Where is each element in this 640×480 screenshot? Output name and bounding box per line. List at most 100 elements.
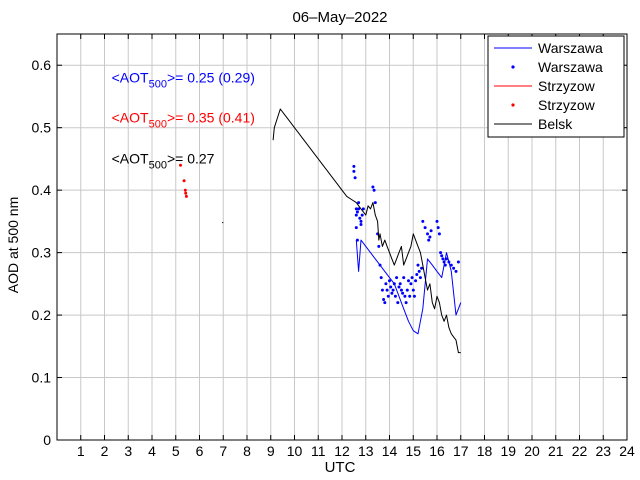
data-point-warszawa — [388, 279, 391, 283]
series-line-belsk — [272, 108, 461, 354]
x-tick-label: 17 — [453, 443, 469, 459]
data-point-warszawa — [456, 260, 460, 264]
data-point-warszawa — [401, 291, 405, 295]
data-point-warszawa — [415, 273, 419, 276]
data-point-warszawa — [384, 282, 388, 286]
data-point-warszawa — [353, 176, 357, 180]
x-tick-label: 4 — [148, 443, 156, 459]
data-point-warszawa — [371, 185, 375, 189]
legend-label: Belsk — [538, 116, 573, 132]
data-point-warszawa — [440, 254, 444, 258]
data-point-warszawa — [359, 223, 363, 226]
x-tick-label: 9 — [267, 443, 275, 459]
data-point-warszawa — [352, 169, 356, 173]
data-point-warszawa — [377, 244, 381, 248]
x-tick-label: 8 — [243, 443, 251, 459]
data-point-warszawa — [443, 263, 447, 267]
data-point-warszawa — [354, 226, 358, 230]
data-point-warszawa — [373, 201, 377, 205]
x-tick-label: 16 — [429, 443, 445, 459]
aot-annotation: <AOT500>= 0.27 — [112, 150, 215, 171]
aot-annotation: <AOT500>= 0.25 (0.29) — [112, 70, 255, 91]
data-point-warszawa — [379, 276, 383, 280]
data-point-warszawa — [429, 229, 433, 233]
x-tick-label: 15 — [405, 443, 421, 459]
data-point-warszawa — [357, 201, 361, 205]
data-point-strzyzow — [184, 194, 188, 198]
chart-title: 06–May–2022 — [292, 9, 387, 26]
data-point-warszawa — [427, 238, 431, 242]
data-point-warszawa — [404, 301, 408, 305]
data-point-warszawa — [435, 219, 439, 223]
data-point-warszawa — [380, 288, 384, 292]
x-tick-label: 7 — [219, 443, 227, 459]
data-point-strzyzow — [184, 191, 188, 195]
x-tick-label: 18 — [477, 443, 493, 459]
data-point-warszawa — [402, 276, 406, 280]
data-point-strzyzow — [182, 179, 186, 183]
data-point-warszawa — [392, 282, 396, 286]
data-point-warszawa — [354, 207, 358, 211]
legend: Warszawa Warszawa Strzyzow Strzyzow Belsk — [487, 35, 625, 138]
x-tick-label: 23 — [595, 443, 611, 459]
x-tick-label: 2 — [101, 443, 109, 459]
data-point-warszawa — [357, 207, 361, 211]
data-point-warszawa — [359, 219, 363, 223]
legend-label: Warszawa — [538, 59, 603, 75]
axes: 1 2 3 4 5 6 7 8 9 10 11 12 13 14 15 16 17 18 19 20 21 22 23 240… — [32, 33, 635, 459]
y-tick-label: 0.5 — [32, 120, 52, 136]
y-tick-label: 0.1 — [32, 370, 52, 386]
data-point-warszawa — [355, 238, 359, 242]
data-point-warszawa — [372, 188, 376, 192]
data-point-warszawa — [445, 257, 448, 261]
legend-swatch-point — [511, 65, 515, 69]
data-point-warszawa — [449, 263, 453, 267]
data-point-warszawa — [437, 232, 441, 236]
data-point-warszawa — [383, 301, 387, 305]
x-tick-label: 5 — [172, 443, 180, 459]
data-point-warszawa — [405, 288, 409, 292]
data-point-warszawa — [409, 282, 413, 286]
data-point-warszawa — [398, 282, 402, 286]
data-point-warszawa — [389, 285, 393, 289]
data-point-warszawa — [407, 279, 410, 283]
x-tick-label: 3 — [124, 443, 132, 459]
data-point-warszawa — [418, 276, 422, 280]
legend-swatch-point — [511, 103, 515, 107]
data-point-warszawa — [360, 213, 364, 217]
data-point-warszawa — [447, 260, 451, 264]
x-tick-label: 12 — [334, 443, 350, 459]
data-point-warszawa — [454, 269, 458, 273]
x-tick-label: 10 — [287, 443, 303, 459]
data-point-warszawa — [452, 266, 456, 270]
x-tick-label: 6 — [196, 443, 204, 459]
data-point-warszawa — [426, 232, 429, 236]
data-point-warszawa — [411, 288, 415, 292]
aot-annotation: <AOT500>= 0.35 (0.41) — [112, 110, 255, 131]
data-point-warszawa — [355, 210, 359, 214]
y-tick-label: 0.2 — [32, 307, 52, 323]
x-tick-label: 19 — [500, 443, 516, 459]
data-point-warszawa — [417, 269, 421, 273]
data-point-warszawa — [410, 276, 414, 280]
legend-label: Strzyzow — [538, 78, 596, 94]
data-point-warszawa — [416, 263, 420, 267]
y-tick-label: 0.4 — [32, 182, 52, 198]
data-point-warszawa — [354, 213, 358, 217]
data-point-warszawa — [412, 294, 416, 298]
data-point-warszawa — [408, 294, 412, 298]
data-point-warszawa — [414, 279, 418, 283]
x-tick-label: 21 — [548, 443, 564, 459]
data-point-warszawa — [421, 219, 425, 223]
data-point-warszawa — [391, 288, 395, 292]
x-tick-label: 14 — [382, 443, 398, 459]
data-point-strzyzow — [179, 163, 182, 167]
data-point-warszawa — [436, 226, 440, 230]
legend-label: Strzyzow — [538, 97, 596, 113]
grid — [57, 34, 628, 441]
y-tick-label: 0.6 — [32, 57, 52, 73]
legend-label: Warszawa — [538, 40, 603, 56]
x-tick-label: 1 — [77, 443, 85, 459]
data-point-warszawa — [386, 294, 390, 298]
